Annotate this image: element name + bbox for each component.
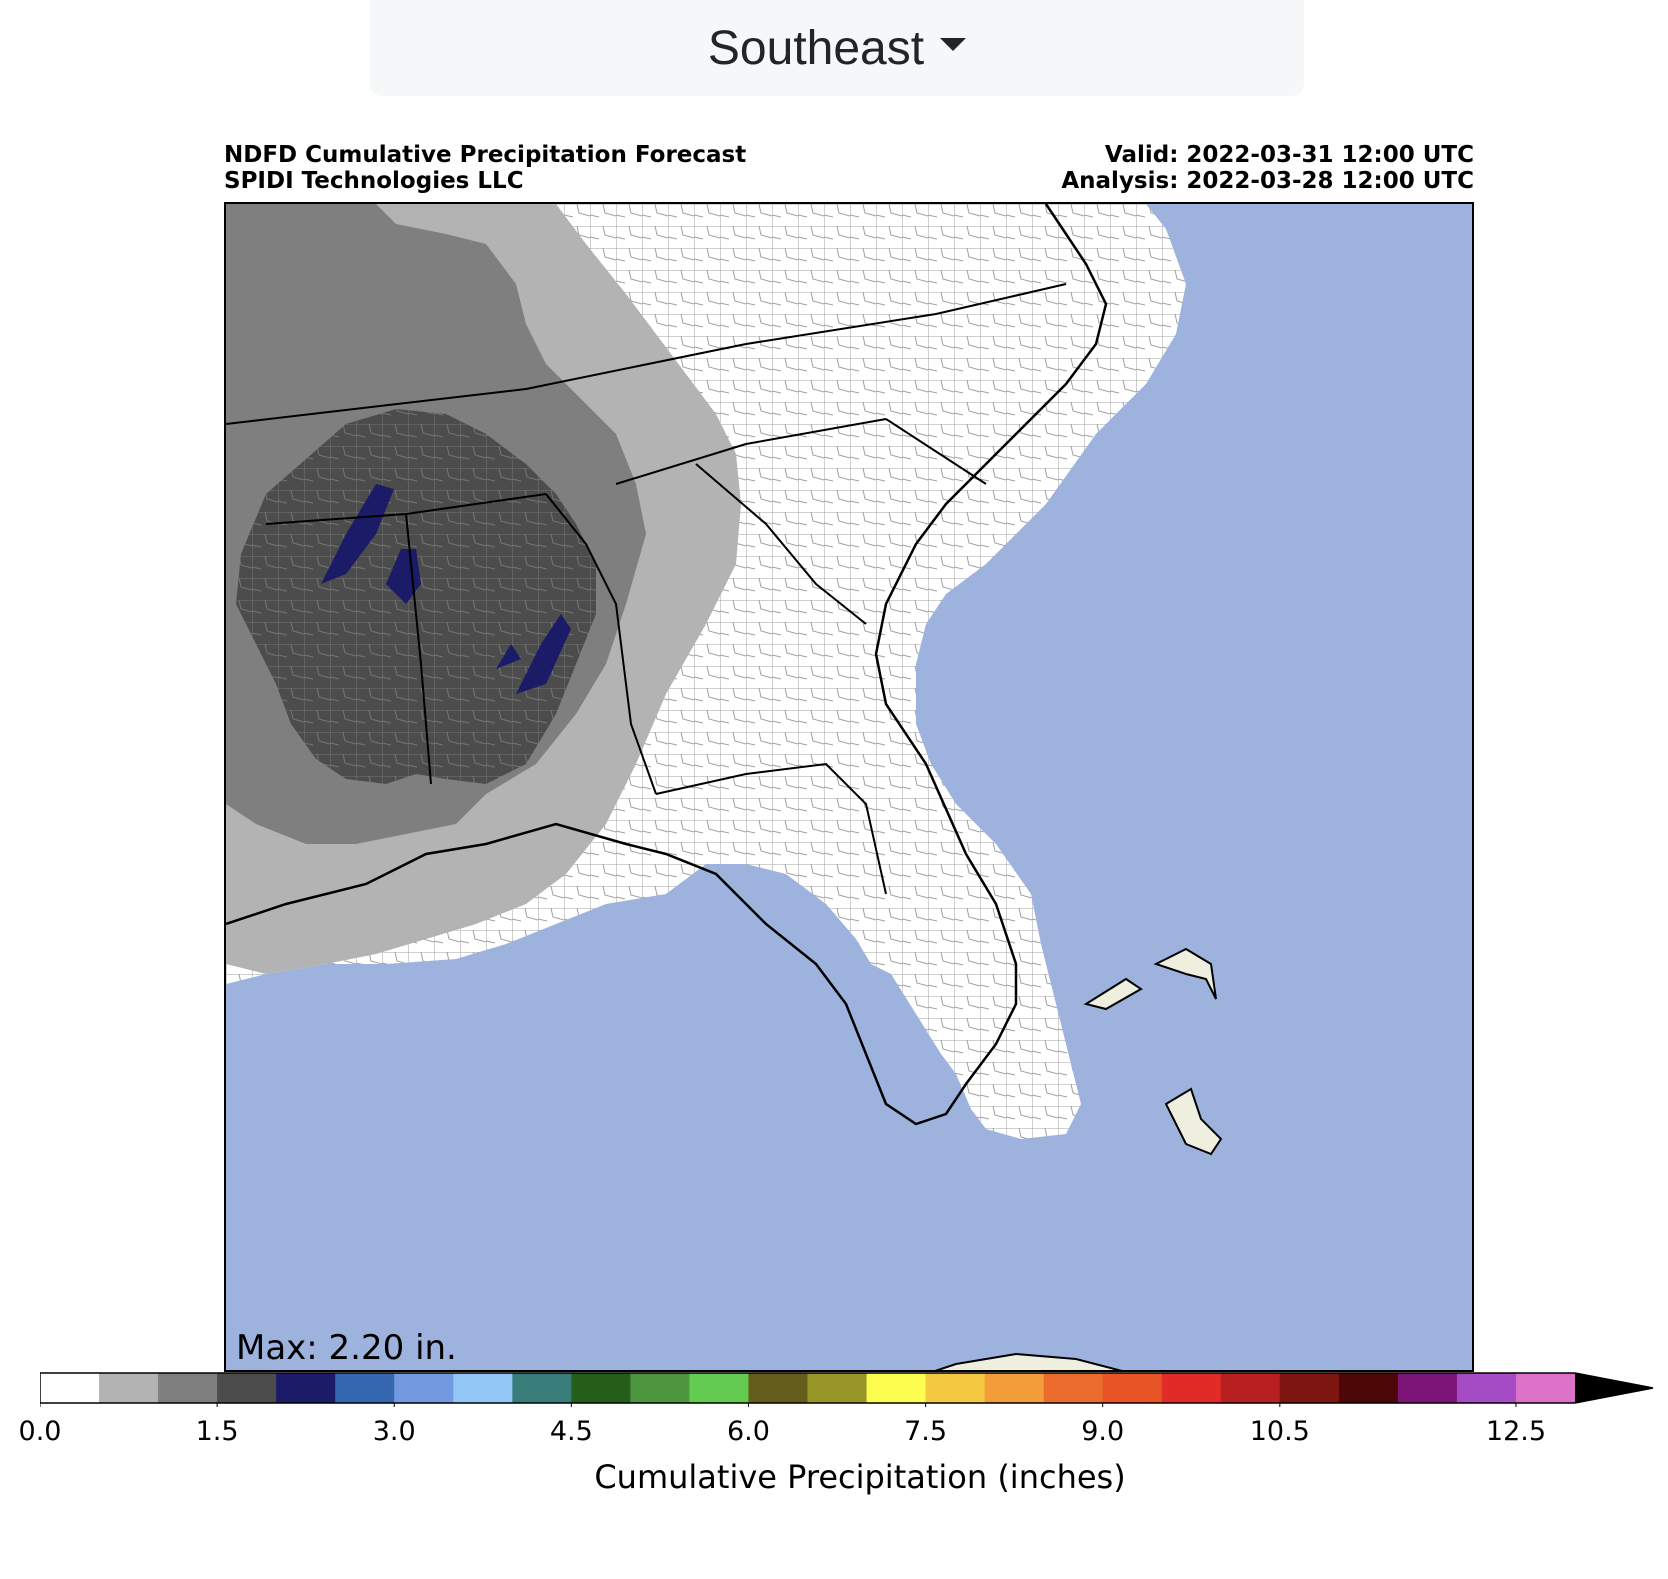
colorbar-segment — [1515, 1373, 1576, 1403]
colorbar-segment — [335, 1373, 395, 1403]
colorbar-segment — [99, 1373, 159, 1403]
precip-area-2.0-2.5-c — [516, 614, 571, 694]
precipitation-map — [224, 202, 1474, 1372]
colorbar-segment — [984, 1373, 1045, 1403]
colorbar-tick-label: 10.5 — [1249, 1416, 1310, 1447]
colorbar-tick-label: 3.0 — [372, 1416, 416, 1447]
colorbar-segment — [1279, 1373, 1340, 1403]
precip-area-2.0-2.5-b — [386, 549, 421, 604]
bahamas-land-2 — [1164, 1087, 1223, 1156]
colorbar — [40, 1372, 1654, 1407]
colorbar-tick-label: 12.5 — [1485, 1416, 1547, 1447]
colorbar-segment — [453, 1373, 513, 1403]
colorbar-extend-arrow — [1575, 1373, 1653, 1403]
colorbar-tick-label: 7.5 — [904, 1416, 948, 1447]
bahamas-land-1 — [1153, 947, 1217, 1000]
map-title: NDFD Cumulative Precipitation Forecast — [224, 142, 747, 168]
colorbar-tick-label: 9.0 — [1081, 1416, 1125, 1447]
colorbar-tick-label: 6.0 — [726, 1416, 770, 1447]
colorbar-segment — [512, 1373, 572, 1403]
colorbar-segment — [1161, 1373, 1222, 1403]
colorbar-segment — [1220, 1373, 1281, 1403]
max-precip-label: Max: 2.20 in. — [236, 1328, 457, 1368]
colorbar-segment — [158, 1373, 218, 1403]
valid-time: Valid: 2022-03-31 12:00 UTC — [1104, 142, 1474, 168]
region-selector-dropdown[interactable]: Southeast — [370, 0, 1304, 96]
colorbar-title: Cumulative Precipitation (inches) — [594, 1458, 1126, 1496]
coastline — [226, 204, 1108, 1126]
colorbar-segment — [1456, 1373, 1517, 1403]
colorbar-segment — [866, 1373, 927, 1403]
colorbar-tick-label: 4.5 — [549, 1416, 593, 1447]
colorbar-segment — [276, 1373, 336, 1403]
colorbar-segment — [571, 1373, 631, 1403]
colorbar-outline — [40, 1372, 1654, 1404]
map-canvas — [226, 204, 1223, 1370]
colorbar-segment — [748, 1373, 808, 1403]
colorbar-segment — [217, 1373, 277, 1403]
precip-area-2.0-2.5-d — [496, 644, 521, 669]
colorbar-segment — [1102, 1373, 1163, 1403]
cuba-land — [934, 1352, 1123, 1370]
analysis-time: Analysis: 2022-03-28 12:00 UTC — [1061, 168, 1474, 194]
colorbar-segment — [1397, 1373, 1458, 1403]
caret-down-icon — [940, 37, 967, 51]
state-borders — [226, 283, 1067, 895]
colorbar-segment — [689, 1373, 749, 1403]
map-header-left: NDFD Cumulative Precipitation Forecast S… — [224, 142, 746, 194]
colorbar-tick-label: 1.5 — [195, 1416, 239, 1447]
colorbar-segment — [1043, 1373, 1104, 1403]
bahamas-land-3 — [1083, 977, 1143, 1011]
map-header-right: Valid: 2022-03-31 12:00 UTC Analysis: 20… — [1061, 142, 1474, 194]
colorbar-segment — [40, 1373, 100, 1403]
colorbar-segment — [807, 1373, 868, 1403]
colorbar-segment — [925, 1373, 986, 1403]
region-selector-label: Southeast — [707, 21, 925, 75]
map-credit: SPIDI Technologies LLC — [224, 168, 524, 194]
colorbar-segment — [394, 1373, 454, 1403]
colorbar-tick-label: 0.0 — [18, 1416, 62, 1447]
precip-area-2.0-2.5-a — [321, 484, 394, 584]
colorbar-segment — [1338, 1373, 1399, 1403]
colorbar-segment — [630, 1373, 690, 1403]
